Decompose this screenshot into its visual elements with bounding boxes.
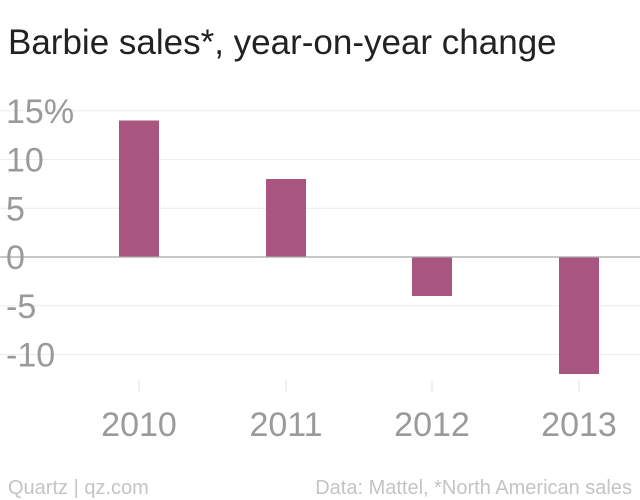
x-axis-tick-labels: 2010 2011 2012 2013 bbox=[101, 406, 617, 444]
x-tick-label: 2013 bbox=[541, 406, 617, 444]
y-axis-tick-labels: 15% 10 5 0 -5 -10 bbox=[6, 93, 74, 375]
gridlines bbox=[0, 110, 640, 355]
y-tick-label: 15% bbox=[6, 93, 74, 131]
footer-source-left: Quartz | qz.com bbox=[8, 477, 149, 499]
x-tick-label: 2011 bbox=[249, 406, 322, 444]
bar-2010 bbox=[119, 120, 159, 257]
y-tick-label: -5 bbox=[6, 288, 36, 326]
x-tick-label: 2012 bbox=[394, 406, 470, 444]
footer-source-right: Data: Mattel, *North American sales bbox=[315, 477, 632, 499]
y-tick-label: 10 bbox=[6, 142, 44, 180]
bar-2012 bbox=[412, 257, 452, 296]
x-tick-marks bbox=[138, 380, 580, 392]
bar-2011 bbox=[266, 179, 306, 257]
y-tick-label: -10 bbox=[6, 337, 55, 375]
x-tick-label: 2010 bbox=[101, 406, 177, 444]
bars bbox=[119, 120, 599, 374]
y-tick-label: 5 bbox=[6, 190, 25, 228]
y-tick-label: 0 bbox=[6, 239, 25, 277]
bar-2013 bbox=[559, 257, 599, 374]
chart-title: Barbie sales*, year-on-year change bbox=[8, 23, 557, 62]
